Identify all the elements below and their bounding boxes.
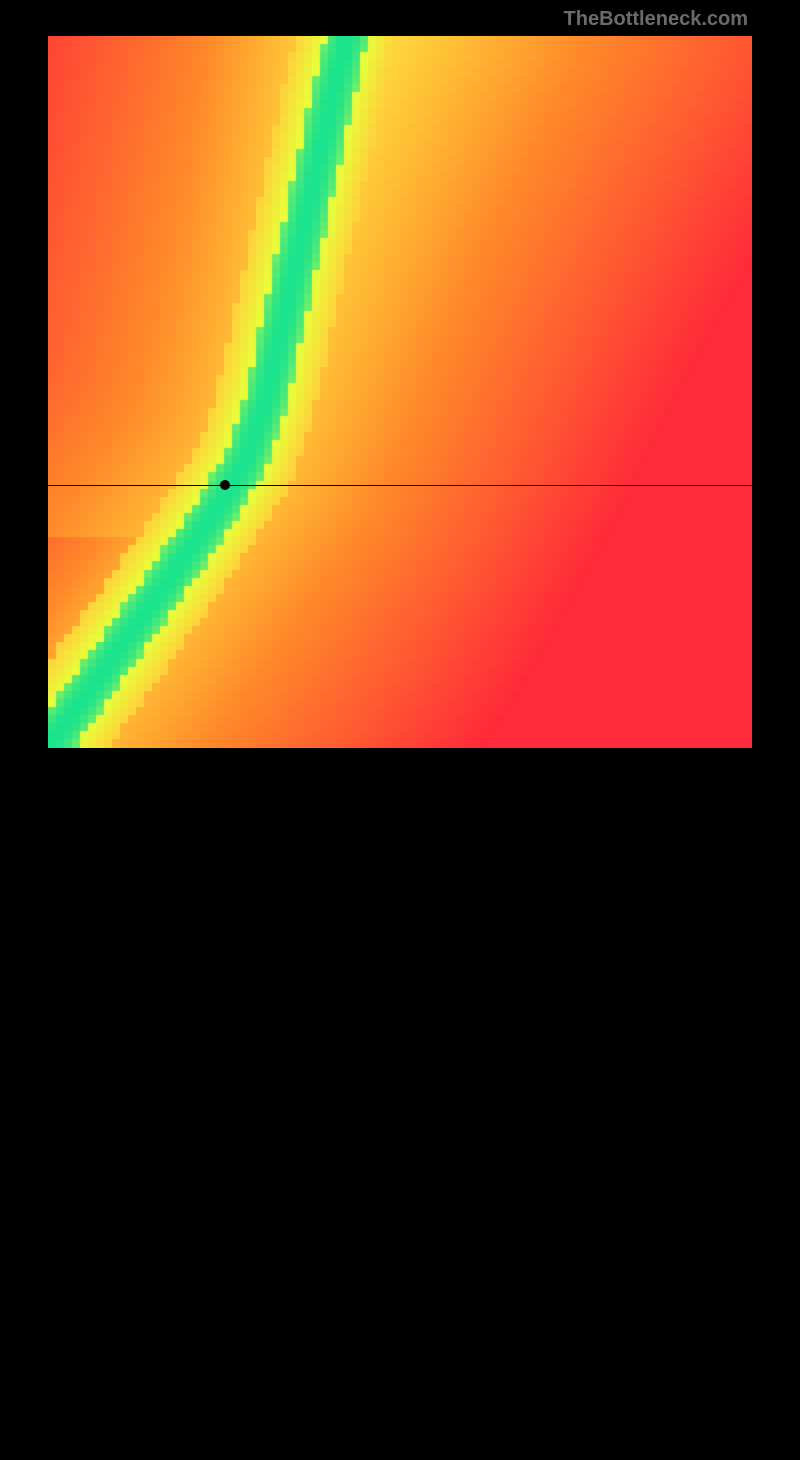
heatmap-canvas <box>48 36 752 748</box>
heatmap-plot <box>48 36 752 748</box>
crosshair-vertical <box>225 748 226 1460</box>
crosshair-marker <box>220 480 230 490</box>
watermark-text: TheBottleneck.com <box>564 8 748 31</box>
crosshair-horizontal <box>48 485 752 486</box>
